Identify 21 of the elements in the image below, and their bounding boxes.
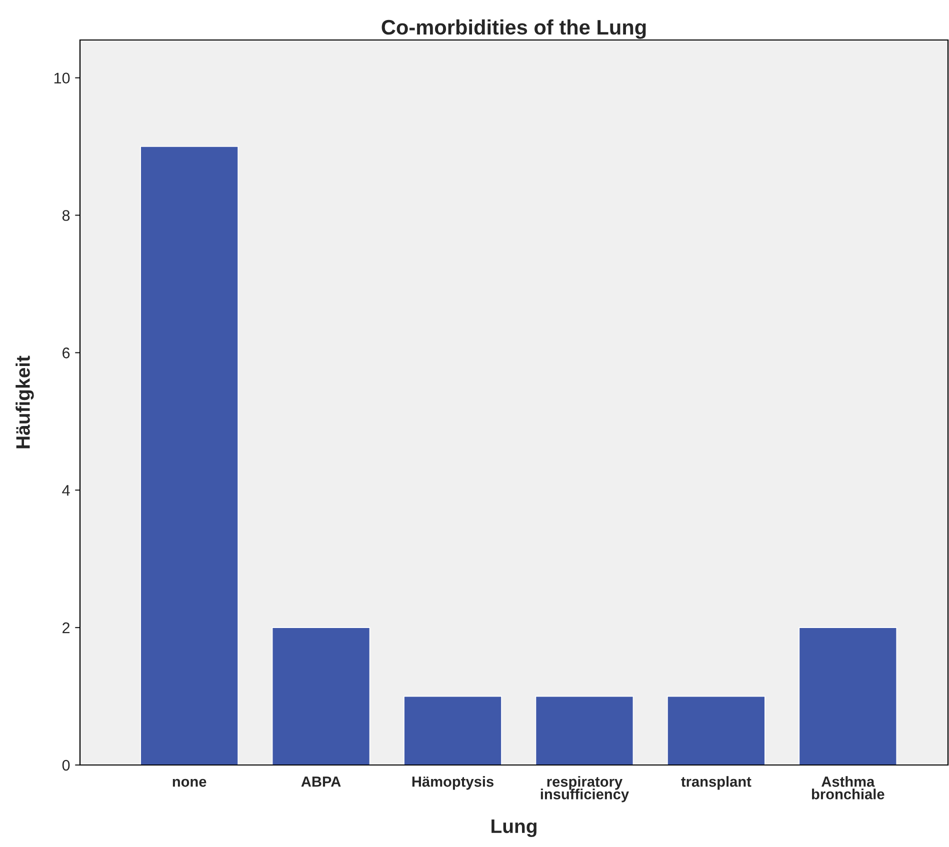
- x-tick-label: Asthma bronchiale: [812, 776, 884, 800]
- x-tick-label: transplant: [681, 776, 752, 790]
- y-tick-label: 4: [62, 485, 70, 496]
- bar: [140, 146, 238, 765]
- y-tick-label: 2: [62, 622, 70, 634]
- bar: [667, 696, 766, 765]
- bar: [535, 696, 634, 765]
- y-axis-title: Häufigkeit: [16, 356, 34, 448]
- x-axis-title: Lung: [492, 820, 536, 838]
- bar: [404, 696, 502, 765]
- bar: [272, 627, 370, 765]
- x-tick-label: respiratory insufficiency: [540, 776, 629, 802]
- y-tick-label: 0: [62, 760, 70, 771]
- y-tick-label: 8: [62, 210, 70, 221]
- x-tick-label: ABPA: [301, 776, 341, 787]
- bar: [798, 627, 898, 765]
- chart-title: Co-morbidities of the Lung: [382, 19, 646, 39]
- x-tick-label: none: [172, 778, 206, 787]
- y-tick-label: 10: [54, 72, 70, 84]
- x-tick-label: Hämoptysis: [412, 776, 494, 790]
- y-tick-label: 6: [62, 348, 70, 358]
